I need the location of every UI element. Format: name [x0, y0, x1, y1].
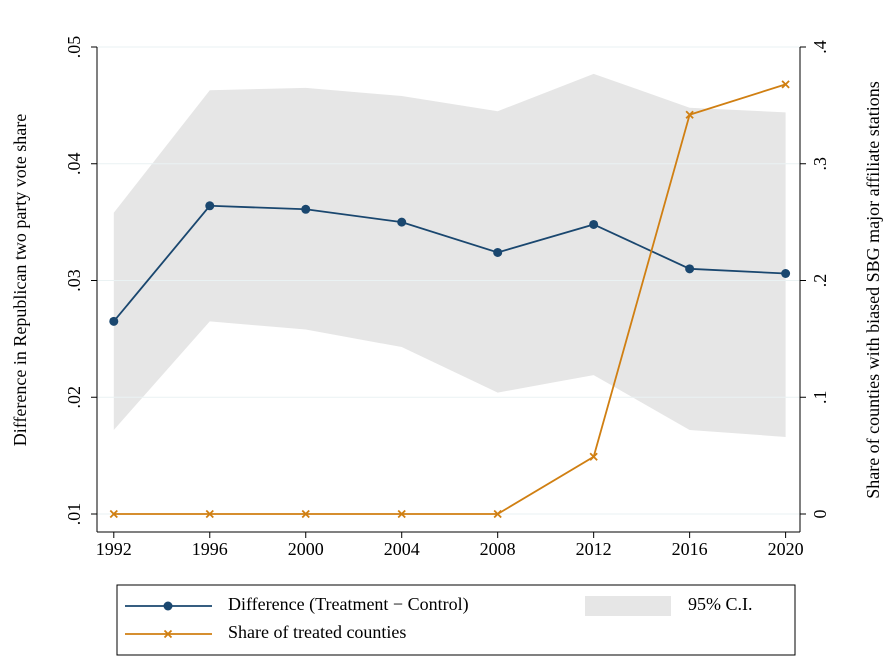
- x-tick-label: 2016: [672, 539, 708, 559]
- x-tick-label: 1996: [192, 539, 228, 559]
- data-point: [205, 509, 214, 519]
- y-tick-label: .04: [64, 153, 84, 176]
- legend-label: Difference (Treatment − Control): [228, 594, 469, 615]
- x-tick-label: 1992: [96, 539, 132, 559]
- y-axis-title: Difference in Republican two party vote …: [10, 114, 30, 447]
- data-point: [685, 264, 695, 274]
- y2-tick-label: 0: [810, 510, 830, 519]
- data-point: [397, 509, 406, 519]
- y2-tick-label: .4: [810, 40, 830, 54]
- x-tick-label: 2004: [384, 539, 420, 559]
- data-point: [301, 509, 310, 519]
- data-point: [397, 217, 407, 227]
- data-point: [781, 80, 790, 89]
- y-tick-label: .03: [64, 269, 84, 292]
- data-point: [109, 509, 118, 519]
- legend-swatch: [585, 596, 671, 616]
- y2-axis-title: Share of counties with biased SBG major …: [863, 81, 883, 499]
- y-tick-label: .02: [64, 386, 84, 409]
- data-point: [685, 110, 694, 119]
- data-point: [781, 268, 791, 278]
- y2-tick-label: .3: [810, 157, 830, 171]
- x-tick-label: 2000: [288, 539, 324, 559]
- data-point: [109, 316, 119, 326]
- data-point: [589, 219, 599, 229]
- y2-tick-label: .2: [810, 274, 830, 288]
- data-point: [493, 509, 502, 519]
- legend-marker: [163, 601, 173, 611]
- x-tick-label: 2020: [768, 539, 804, 559]
- y-tick-label: .01: [64, 503, 84, 526]
- data-point: [205, 201, 215, 211]
- y2-tick-label: .1: [810, 391, 830, 405]
- x-tick-label: 2008: [480, 539, 516, 559]
- ci-band: [113, 73, 786, 437]
- series-line: [113, 204, 786, 322]
- data-point: [301, 204, 311, 214]
- legend-label: 95% C.I.: [688, 594, 753, 614]
- y-tick-label: .05: [64, 36, 84, 59]
- data-point: [493, 247, 503, 257]
- legend-marker: [163, 629, 173, 639]
- data-point: [589, 452, 598, 461]
- x-tick-label: 2012: [576, 539, 612, 559]
- series-line: [113, 83, 786, 515]
- legend-box: [116, 584, 796, 656]
- legend-label: Share of treated counties: [228, 622, 406, 642]
